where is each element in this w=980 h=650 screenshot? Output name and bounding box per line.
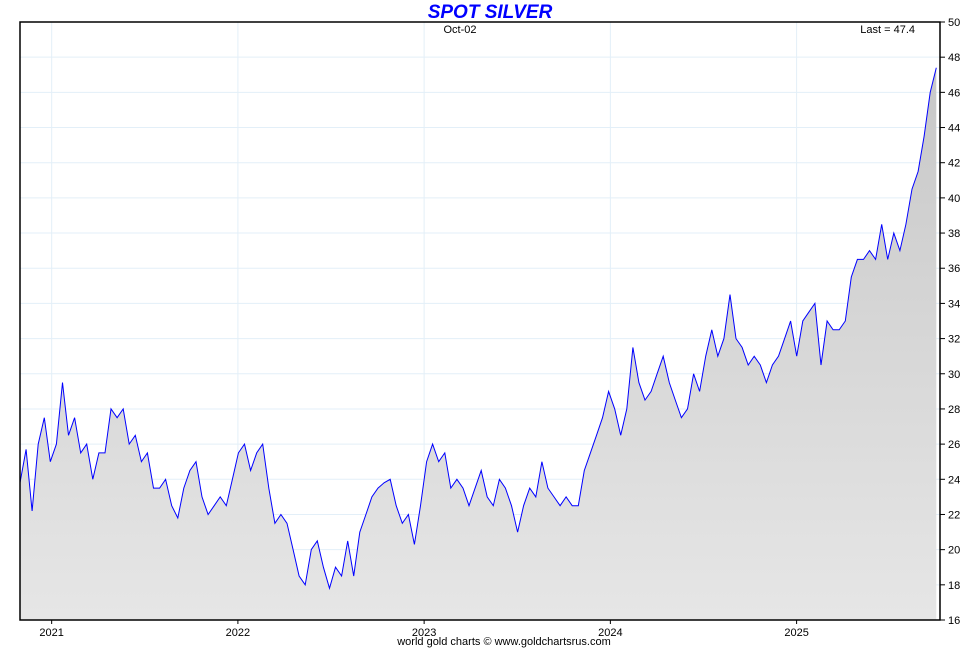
y-tick-label: 50	[948, 17, 960, 29]
y-tick-label: 20	[948, 545, 960, 557]
x-tick-label: 2022	[226, 627, 250, 639]
y-tick-label: 30	[948, 369, 960, 381]
x-tick-label: 2023	[412, 627, 436, 639]
chart-title: SPOT SILVER	[427, 2, 553, 23]
x-tick-label: 2024	[598, 627, 622, 639]
y-tick-label: 18	[948, 580, 960, 592]
y-tick-label: 16	[948, 615, 960, 627]
x-tick-label: 2025	[784, 627, 808, 639]
y-tick-label: 32	[948, 334, 960, 346]
y-tick-label: 48	[948, 52, 960, 64]
y-tick-label: 22	[948, 509, 960, 521]
x-tick-label: 2021	[39, 627, 63, 639]
y-tick-label: 40	[948, 193, 960, 205]
footer-credit: world gold charts © www.goldchartsrus.co…	[397, 636, 611, 648]
y-tick-label: 44	[948, 123, 960, 135]
y-tick-label: 42	[948, 158, 960, 170]
y-tick-label: 24	[948, 474, 960, 486]
plot-frame	[19, 21, 941, 621]
y-tick-label: 38	[948, 228, 960, 240]
y-tick-label: 46	[948, 87, 960, 99]
y-tick-label: 34	[948, 298, 960, 310]
last-value-label: Last = 47.4	[860, 24, 915, 36]
y-tick-label: 26	[948, 439, 960, 451]
price-area-fill	[20, 67, 937, 620]
y-tick-label: 36	[948, 263, 960, 275]
price-line	[19, 67, 937, 591]
y-tick-label: 28	[948, 404, 960, 416]
date-label: Oct-02	[443, 24, 476, 36]
